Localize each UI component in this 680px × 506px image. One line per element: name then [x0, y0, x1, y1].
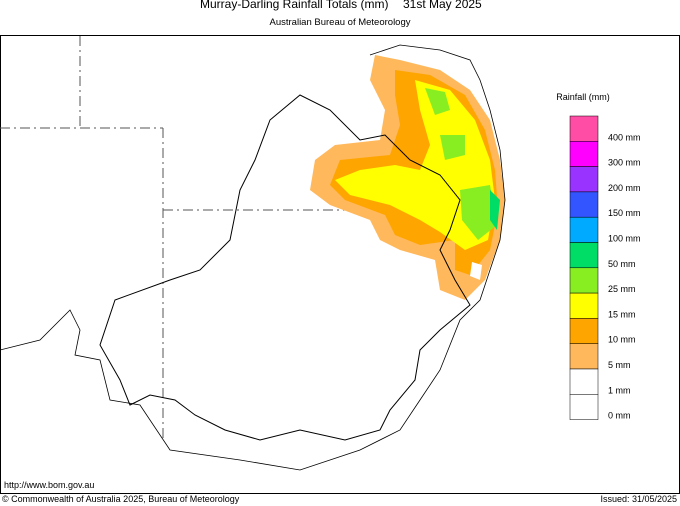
legend-label: 25 mm — [608, 284, 636, 294]
copyright: © Commonwealth of Australia 2025, Bureau… — [2, 494, 240, 504]
legend-swatch — [569, 216, 599, 243]
legend-swatch — [569, 141, 599, 167]
legend-swatch — [569, 394, 599, 420]
legend-swatch — [569, 343, 599, 370]
legend-swatch — [569, 166, 599, 193]
legend-swatch — [569, 242, 599, 269]
subtitle: Australian Bureau of Meteorology — [270, 17, 411, 28]
basin-outline — [99, 94, 471, 441]
legend-label: 15 mm — [608, 309, 636, 319]
legend-swatch — [569, 368, 599, 395]
legend-label: 400 mm — [608, 132, 641, 142]
rain-areas — [310, 55, 505, 300]
legend-swatch — [569, 115, 599, 142]
legend: Rainfall (mm) 400 mm 300 mm 200 mm 150 mm 10… — [556, 92, 640, 421]
legend-label: 300 mm — [608, 158, 641, 168]
legend-label: 100 mm — [608, 234, 641, 244]
legend-label: 1 mm — [608, 385, 631, 395]
legend-label: 150 mm — [608, 208, 641, 218]
legend-swatch — [569, 267, 599, 294]
legend-title: Rainfall (mm) — [556, 92, 610, 102]
legend-label: 50 mm — [608, 259, 636, 269]
date: 31st May 2025 — [403, 0, 482, 11]
legend-label: 10 mm — [608, 335, 636, 345]
legend-label: 200 mm — [608, 183, 641, 193]
legend-swatch — [569, 318, 599, 344]
url: http://www.bom.gov.au — [4, 480, 94, 490]
legend-label: 5 mm — [608, 360, 631, 370]
title: Murray-Darling Rainfall Totals (mm) — [200, 0, 388, 11]
legend-swatch — [569, 191, 599, 218]
legend-label: 0 mm — [608, 411, 631, 421]
coastline — [0, 44, 506, 471]
legend-swatch — [569, 292, 599, 319]
issued: Issued: 31/05/2025 — [600, 494, 677, 504]
